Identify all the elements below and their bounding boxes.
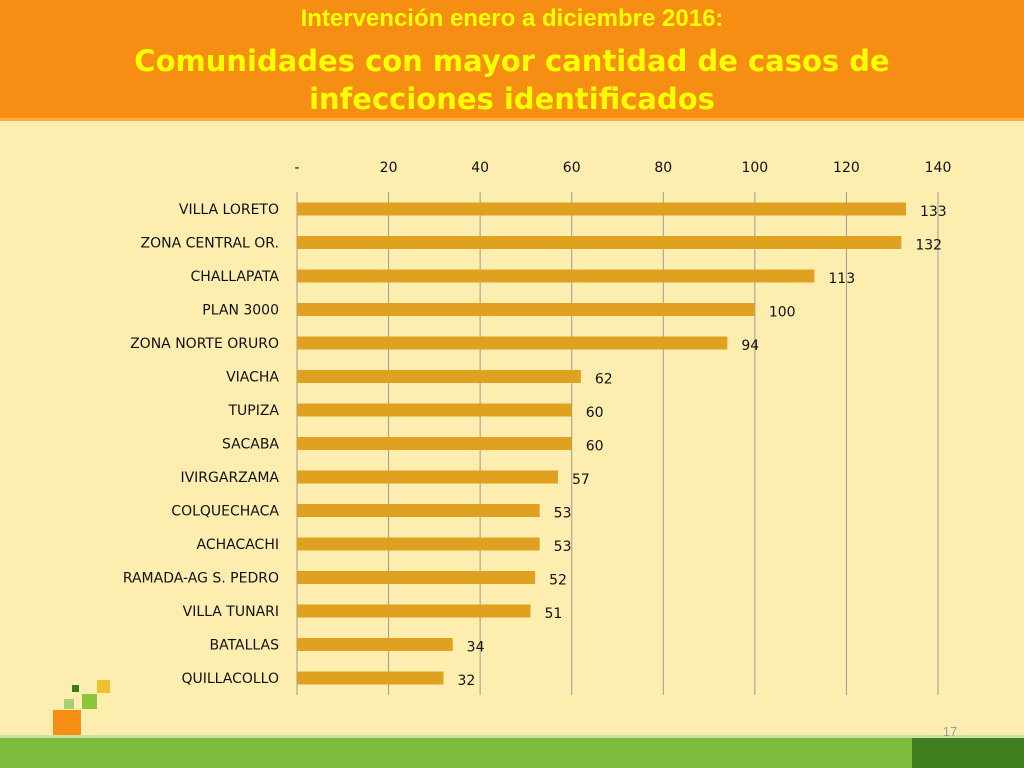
category-label: IVIRGARZAMA (180, 470, 279, 486)
bar (297, 303, 755, 316)
data-label: 60 (586, 439, 604, 455)
category-label: RAMADA-AG S. PEDRO (123, 571, 279, 587)
data-label: 57 (572, 472, 590, 488)
bar (297, 437, 572, 450)
footer-bar (0, 738, 1024, 768)
data-label: 133 (920, 204, 947, 220)
bar (297, 370, 581, 383)
category-label: COLQUECHACA (171, 504, 279, 520)
category-label: VILLA LORETO (179, 202, 279, 218)
category-label: TUPIZA (227, 403, 279, 419)
x-tick-label: 40 (471, 160, 489, 176)
category-label: BATALLAS (209, 638, 279, 654)
bar (297, 671, 444, 685)
data-label: 62 (595, 372, 613, 388)
bar (297, 403, 572, 417)
slide-title: Comunidades con mayor cantidad de casos … (0, 42, 1024, 118)
x-tick-label: 60 (563, 160, 581, 176)
bar (297, 504, 540, 517)
x-tick-label: 20 (380, 160, 398, 176)
category-label: CHALLAPATA (191, 269, 280, 285)
x-tick-label: - (294, 160, 299, 176)
data-label: 53 (554, 539, 572, 555)
header-divider (0, 118, 1024, 121)
bar (297, 269, 815, 283)
x-tick-label: 140 (925, 160, 952, 176)
x-tick-label: 80 (654, 160, 672, 176)
x-tick-label: 120 (833, 160, 860, 176)
bar (297, 202, 906, 216)
bar (297, 638, 453, 651)
data-label: 51 (545, 606, 563, 622)
data-label: 34 (467, 640, 485, 656)
category-label: ACHACACHI (196, 537, 279, 553)
category-label: PLAN 3000 (202, 303, 279, 319)
bar (297, 336, 728, 350)
page-number: 17 (942, 724, 958, 739)
data-label: 52 (549, 573, 567, 589)
category-label: ZONA NORTE ORURO (130, 336, 279, 352)
chart-bars (297, 202, 906, 685)
x-tick-label: 100 (741, 160, 768, 176)
category-label: VILLA TUNARI (183, 604, 279, 620)
slide-subtitle: Intervención enero a diciembre 2016: (300, 5, 724, 32)
category-label: QUILLACOLLO (181, 671, 279, 687)
bar (297, 571, 536, 584)
bar (297, 236, 902, 249)
data-label: 53 (554, 506, 572, 522)
bar (297, 470, 558, 484)
bar (297, 537, 540, 551)
data-label: 132 (915, 238, 942, 254)
category-label: SACABA (222, 437, 279, 453)
category-label: ZONA CENTRAL OR. (141, 236, 279, 252)
slide-title-line-2: infecciones identificados (309, 82, 715, 116)
slide-title-line-1: Comunidades con mayor cantidad de casos … (134, 44, 890, 78)
data-label: 32 (458, 673, 476, 689)
data-label: 100 (769, 305, 796, 321)
footer-accent (912, 738, 1024, 768)
header-banner: Intervención enero a diciembre 2016: Com… (0, 0, 1024, 118)
data-label: 60 (586, 405, 604, 421)
data-label: 94 (741, 338, 759, 354)
chart-labels: - 20 40 60 80 100 120 140 VILLA LORETO 133 ZONA CE… (123, 160, 952, 689)
bar (297, 604, 531, 618)
footer-divider (0, 735, 1024, 738)
data-label: 113 (828, 271, 855, 287)
category-label: VIACHA (226, 370, 279, 386)
